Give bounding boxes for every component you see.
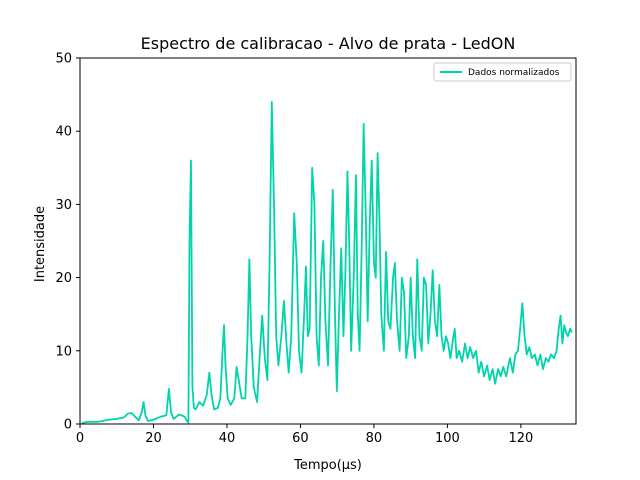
x-tick-label: 20 — [145, 431, 162, 446]
x-axis: 0 20 40 60 80 100 120 — [76, 424, 533, 446]
y-tick-label: 0 — [64, 418, 72, 433]
x-tick-label: 120 — [508, 431, 533, 446]
x-tick-label: 80 — [366, 431, 383, 446]
legend-label: Dados normalizados — [468, 68, 560, 78]
y-axis: 0 10 20 30 40 50 — [55, 52, 80, 433]
legend-box — [433, 62, 572, 82]
y-axis-label: Intensidade — [33, 206, 48, 282]
chart-title: Espectro de calibracao - Alvo de prata -… — [141, 34, 516, 53]
series-line-0 — [81, 101, 573, 425]
x-tick-label: 100 — [435, 431, 460, 446]
y-tick-label: 50 — [55, 52, 72, 67]
plot-frame — [79, 57, 577, 425]
x-tick-label: 40 — [219, 431, 236, 446]
y-tick-label: 30 — [55, 198, 72, 213]
x-axis-label: Tempo(μs) — [293, 458, 362, 473]
y-tick-label: 10 — [55, 344, 72, 359]
plot-content — [81, 101, 573, 425]
y-tick-label: 40 — [55, 125, 72, 140]
x-tick-label: 60 — [292, 431, 309, 446]
x-tick-label: 0 — [76, 431, 84, 446]
legend: Dados normalizados — [433, 62, 572, 82]
y-tick-label: 20 — [55, 271, 72, 286]
